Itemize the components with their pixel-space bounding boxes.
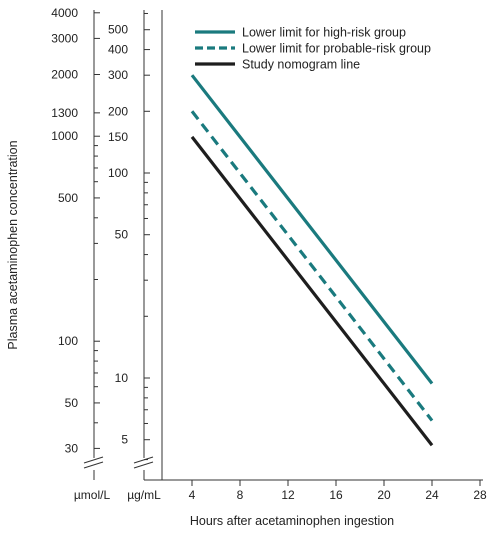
umol-axis — [83, 10, 104, 480]
legend-label: Lower limit for high-risk group — [242, 26, 406, 40]
ug-tick-label: 500 — [108, 23, 128, 37]
series-line-2 — [190, 110, 434, 422]
umol-tick-label: 30 — [65, 441, 79, 455]
x-tick-label: 12 — [281, 488, 295, 502]
umol-ticks: 4000 3000 2000 1300 1000 500 100 50 30 — [51, 6, 100, 455]
ug-tick-label: 400 — [108, 43, 128, 57]
ug-ticks: 500 400 300 200 150 100 50 10 5 — [108, 12, 150, 461]
umol-tick-label: 4000 — [51, 6, 78, 20]
ug-tick-label: 5 — [121, 433, 128, 447]
series-line-1 — [190, 74, 434, 385]
x-ticks: 4 8 12 16 20 24 28 — [189, 480, 487, 502]
ug-tick-label: 50 — [115, 228, 129, 242]
umol-tick-label: 50 — [65, 396, 79, 410]
umol-unit-label: µmol/L — [74, 488, 111, 502]
x-axis-title: Hours after acetaminophen ingestion — [190, 514, 394, 528]
ug-tick-label: 150 — [108, 130, 128, 144]
umol-tick-label: 1000 — [51, 129, 78, 143]
x-tick-label: 24 — [425, 488, 439, 502]
x-tick-label: 8 — [237, 488, 244, 502]
umol-tick-label: 100 — [58, 334, 78, 348]
legend: Lower limit for high-risk group Lower lim… — [195, 26, 431, 72]
ug-tick-label: 100 — [108, 166, 128, 180]
ug-unit-label: µg/mL — [127, 488, 161, 502]
umol-tick-label: 500 — [58, 191, 78, 205]
legend-label: Lower limit for probable-risk group — [242, 42, 431, 56]
y-axis-title: Plasma acetaminophen concentration — [6, 140, 20, 349]
legend-label: Study nomogram line — [242, 58, 360, 72]
series-lines — [190, 74, 434, 447]
ug-axis — [133, 10, 154, 480]
ug-tick-label: 10 — [115, 371, 129, 385]
axis-break-mark — [133, 456, 154, 464]
x-tick-label: 16 — [329, 488, 343, 502]
ug-tick-label: 200 — [108, 104, 128, 118]
umol-tick-label: 3000 — [51, 31, 78, 45]
ug-tick-label: 300 — [108, 68, 128, 82]
axis-break-mark — [83, 461, 104, 469]
x-tick-label: 4 — [189, 488, 196, 502]
axis-break-mark — [83, 456, 104, 464]
x-tick-label: 28 — [473, 488, 487, 502]
umol-tick-label: 2000 — [51, 68, 78, 82]
series-line-3 — [190, 135, 434, 447]
umol-tick-label: 1300 — [51, 106, 78, 120]
axis-break-mark — [133, 461, 154, 469]
x-tick-label: 20 — [377, 488, 391, 502]
